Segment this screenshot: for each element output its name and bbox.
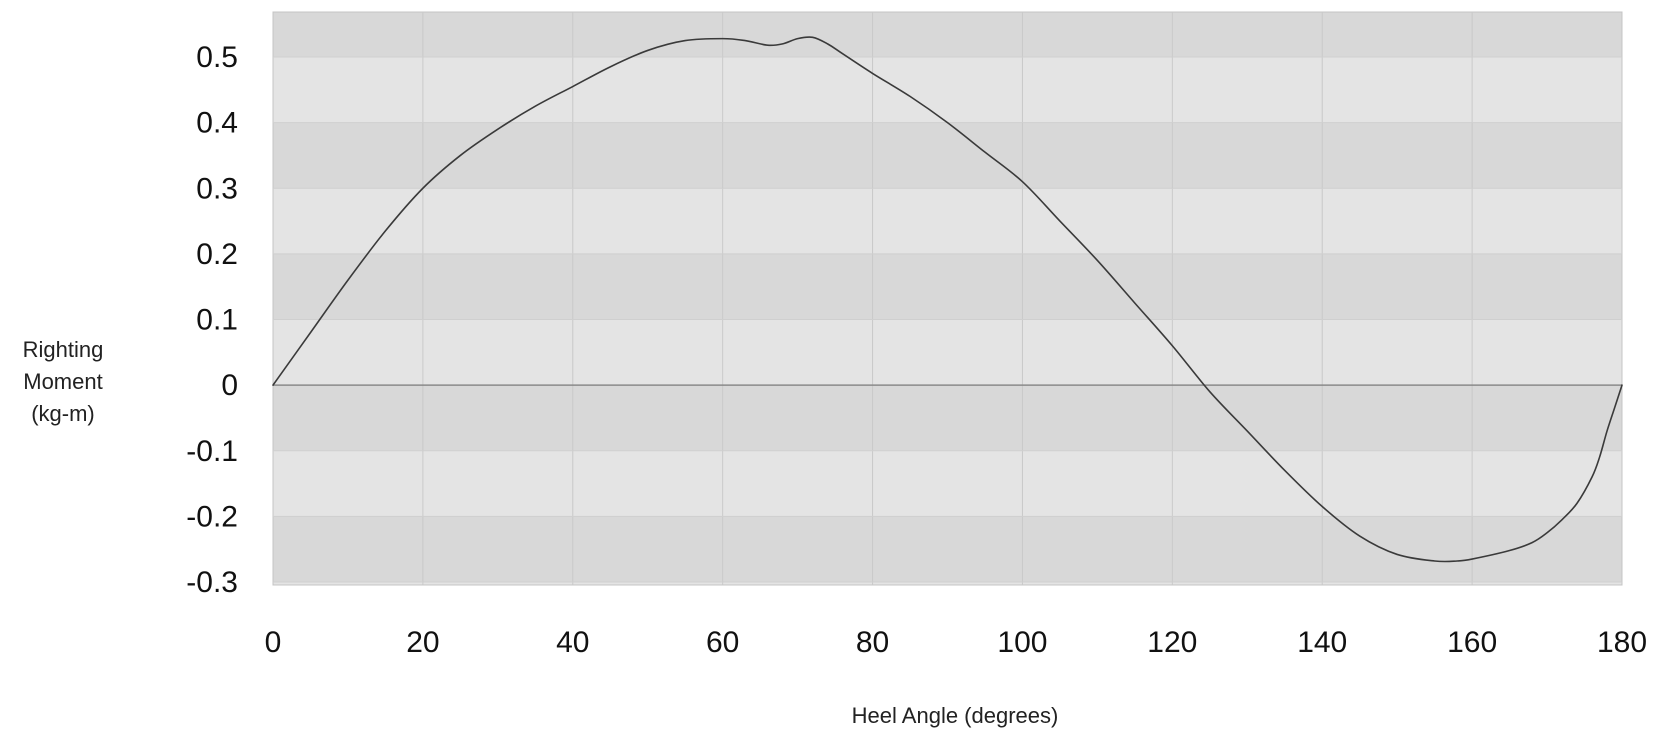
- y-tick-label: 0.3: [196, 172, 238, 205]
- y-tick-label: 0.5: [196, 41, 238, 74]
- plot-band: [273, 57, 1622, 123]
- y-tick-label: -0.1: [186, 435, 238, 468]
- y-axis-label-line-1: Righting: [23, 337, 104, 362]
- x-tick-label: 40: [556, 626, 589, 659]
- x-tick-label: 0: [265, 626, 282, 659]
- series-line-0: [272, 36, 1623, 563]
- plot-band: [273, 122, 1622, 189]
- y-tick-label: 0.4: [196, 107, 238, 140]
- x-tick-label: 60: [706, 626, 739, 659]
- plot-band: [273, 385, 1622, 451]
- x-tick-label: 160: [1447, 626, 1497, 659]
- y-tick-label: 0.1: [196, 304, 238, 337]
- x-tick-labels: 0 20 40 60 80 100 120 140 160 180: [265, 626, 1647, 659]
- plot-band: [273, 253, 1622, 320]
- y-axis-label-line-2: Moment: [23, 369, 102, 394]
- y-tick-label: -0.3: [186, 566, 238, 599]
- plot-band: [273, 188, 1622, 254]
- x-tick-label: 100: [997, 626, 1047, 659]
- plot-frame: [272, 11, 1623, 586]
- plot-band: [273, 582, 1622, 585]
- plot-background: [272, 11, 1623, 586]
- y-tick-label: -0.2: [186, 500, 238, 533]
- y-tick-labels: 0.5 0.4 0.3 0.2 0.1 0 -0.1 -0.2 -0.3: [186, 41, 238, 599]
- x-tick-label: 140: [1297, 626, 1347, 659]
- y-tick-label: 0: [221, 369, 238, 402]
- plot-band: [273, 12, 1622, 57]
- y-axis-label-line-3: (kg-m): [31, 401, 95, 426]
- x-tick-label: 120: [1147, 626, 1197, 659]
- x-axis-label: Heel Angle (degrees): [852, 703, 1059, 728]
- plot-band: [273, 516, 1622, 582]
- series-group: [272, 36, 1623, 563]
- x-tick-label: 20: [406, 626, 439, 659]
- x-tick-label: 80: [856, 626, 889, 659]
- x-tick-label: 180: [1597, 626, 1647, 659]
- y-tick-label: 0.2: [196, 238, 238, 271]
- plot-band: [273, 450, 1622, 517]
- plot-band: [273, 319, 1622, 386]
